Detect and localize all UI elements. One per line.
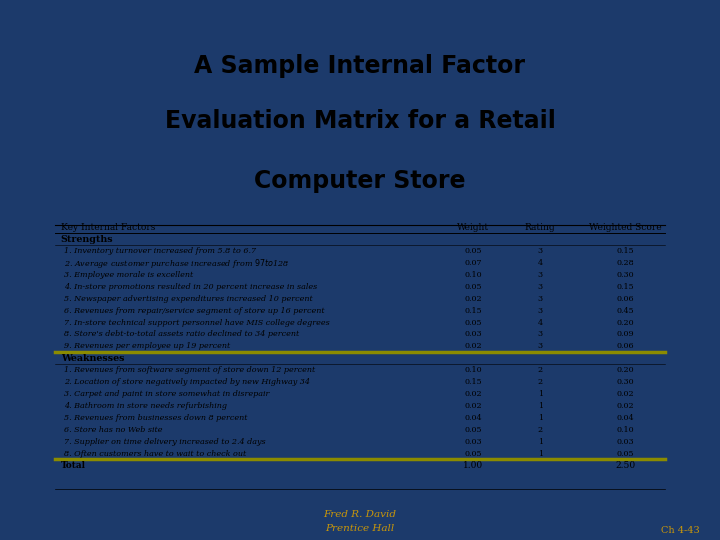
- Text: Weaknesses: Weaknesses: [60, 354, 125, 363]
- Text: 0.05: 0.05: [464, 247, 482, 255]
- Text: 2: 2: [538, 378, 543, 386]
- Text: 1: 1: [538, 437, 543, 446]
- Text: 0.15: 0.15: [617, 247, 634, 255]
- Text: 8. Often customers have to wait to check out: 8. Often customers have to wait to check…: [64, 449, 246, 457]
- Text: 1.00: 1.00: [463, 461, 483, 470]
- Text: 4. Bathroom in store needs refurbishing: 4. Bathroom in store needs refurbishing: [64, 402, 227, 410]
- Text: Weighted Score: Weighted Score: [589, 223, 662, 232]
- Text: 1. Revenues from software segment of store down 12 percent: 1. Revenues from software segment of sto…: [64, 366, 315, 374]
- Text: Total: Total: [60, 461, 86, 470]
- Text: 0.15: 0.15: [617, 283, 634, 291]
- Text: Strengths: Strengths: [60, 235, 114, 244]
- Text: Key Internal Factors: Key Internal Factors: [60, 223, 156, 232]
- Text: 0.02: 0.02: [464, 402, 482, 410]
- Text: 4: 4: [538, 259, 543, 267]
- Text: 9. Revenues per employee up 19 percent: 9. Revenues per employee up 19 percent: [64, 342, 230, 350]
- Text: 3: 3: [538, 342, 543, 350]
- Text: 0.04: 0.04: [464, 414, 482, 422]
- Text: 3: 3: [538, 247, 543, 255]
- Text: 0.15: 0.15: [464, 378, 482, 386]
- Text: 2. Average customer purchase increased from $97 to $128: 2. Average customer purchase increased f…: [64, 256, 289, 269]
- Text: 3: 3: [538, 283, 543, 291]
- Text: 1. Inventory turnover increased from 5.8 to 6.7: 1. Inventory turnover increased from 5.8…: [64, 247, 256, 255]
- Text: 0.03: 0.03: [464, 330, 482, 339]
- Text: Computer Store: Computer Store: [254, 170, 466, 193]
- Text: 3. Employee morale is excellent: 3. Employee morale is excellent: [64, 271, 193, 279]
- Text: 0.10: 0.10: [464, 366, 482, 374]
- Text: 2: 2: [538, 366, 543, 374]
- Text: 3: 3: [538, 295, 543, 303]
- Text: Rating: Rating: [525, 223, 555, 232]
- Text: 0.02: 0.02: [464, 342, 482, 350]
- Text: 3. Carpet and paint in store somewhat in disrepair: 3. Carpet and paint in store somewhat in…: [64, 390, 269, 398]
- Text: 7. In-store technical support personnel have MIS college degrees: 7. In-store technical support personnel …: [64, 319, 330, 327]
- Text: 0.30: 0.30: [617, 378, 634, 386]
- Text: 0.02: 0.02: [617, 402, 634, 410]
- Text: 1: 1: [538, 390, 543, 398]
- Text: 0.10: 0.10: [464, 271, 482, 279]
- Text: 5. Revenues from businesses down 8 percent: 5. Revenues from businesses down 8 perce…: [64, 414, 248, 422]
- Text: 1: 1: [538, 414, 543, 422]
- Text: Ch 4-43: Ch 4-43: [661, 526, 700, 535]
- Text: 0.07: 0.07: [464, 259, 482, 267]
- Text: 3: 3: [538, 330, 543, 339]
- Text: Fred R. David: Fred R. David: [323, 510, 397, 518]
- Text: 0.03: 0.03: [464, 437, 482, 446]
- Text: 2.50: 2.50: [616, 461, 636, 470]
- Text: 0.15: 0.15: [464, 307, 482, 315]
- Text: 2. Location of store negatively impacted by new Highway 34: 2. Location of store negatively impacted…: [64, 378, 310, 386]
- Text: 7. Supplier on time delivery increased to 2.4 days: 7. Supplier on time delivery increased t…: [64, 437, 266, 446]
- Text: 0.20: 0.20: [617, 319, 634, 327]
- Text: 3: 3: [538, 307, 543, 315]
- Text: 4. In-store promotions resulted in 20 percent increase in sales: 4. In-store promotions resulted in 20 pe…: [64, 283, 317, 291]
- Text: 1: 1: [538, 449, 543, 457]
- Text: Prentice Hall: Prentice Hall: [325, 524, 395, 532]
- Text: 1: 1: [538, 402, 543, 410]
- Text: 6. Store has no Web site: 6. Store has no Web site: [64, 426, 163, 434]
- Text: 0.05: 0.05: [464, 283, 482, 291]
- Text: Weight: Weight: [457, 223, 489, 232]
- Text: 0.02: 0.02: [464, 390, 482, 398]
- Text: 0.28: 0.28: [617, 259, 634, 267]
- Text: A Sample Internal Factor: A Sample Internal Factor: [194, 53, 526, 78]
- Text: Evaluation Matrix for a Retail: Evaluation Matrix for a Retail: [165, 110, 555, 133]
- Text: 8. Store's debt-to-total assets ratio declined to 34 percent: 8. Store's debt-to-total assets ratio de…: [64, 330, 299, 339]
- Text: 0.05: 0.05: [464, 426, 482, 434]
- Text: 6. Revenues from repair/service segment of store up 16 percent: 6. Revenues from repair/service segment …: [64, 307, 325, 315]
- Text: 4: 4: [538, 319, 543, 327]
- Text: 0.09: 0.09: [617, 330, 634, 339]
- Text: 0.04: 0.04: [617, 414, 634, 422]
- Text: 3: 3: [538, 271, 543, 279]
- Text: 0.05: 0.05: [464, 319, 482, 327]
- Text: 5. Newspaper advertising expenditures increased 10 percent: 5. Newspaper advertising expenditures in…: [64, 295, 312, 303]
- Text: 0.20: 0.20: [617, 366, 634, 374]
- Text: 0.10: 0.10: [617, 426, 634, 434]
- Text: 0.45: 0.45: [617, 307, 634, 315]
- Text: 0.03: 0.03: [617, 437, 634, 446]
- Text: 0.30: 0.30: [617, 271, 634, 279]
- Text: 2: 2: [538, 426, 543, 434]
- Text: 0.05: 0.05: [464, 449, 482, 457]
- Text: 0.06: 0.06: [617, 295, 634, 303]
- Text: 0.05: 0.05: [617, 449, 634, 457]
- Text: 0.02: 0.02: [464, 295, 482, 303]
- Text: 0.06: 0.06: [617, 342, 634, 350]
- Text: 0.02: 0.02: [617, 390, 634, 398]
